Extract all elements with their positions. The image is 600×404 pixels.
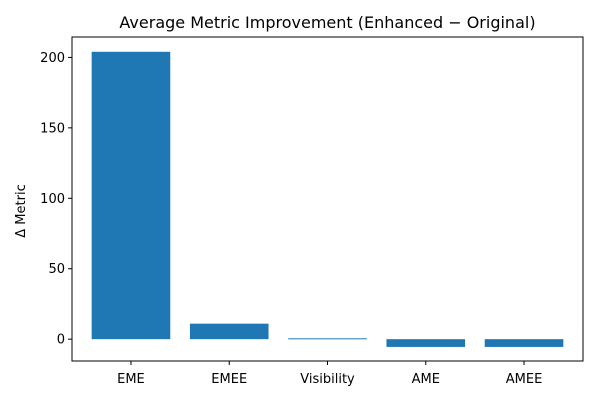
x-tick-label-eme: EME bbox=[117, 372, 145, 387]
bar-amee bbox=[484, 339, 564, 347]
x-tick-label-amee: AMEE bbox=[506, 372, 543, 387]
bar-emee bbox=[189, 323, 269, 340]
bar-eme bbox=[91, 51, 171, 340]
x-axis-ticks: EME EMEE Visibility AME AMEE bbox=[117, 361, 542, 387]
bars-group bbox=[91, 51, 564, 347]
y-tick-label: 0 bbox=[57, 333, 65, 348]
y-tick-label: 50 bbox=[48, 262, 65, 277]
y-tick-label: 150 bbox=[40, 121, 65, 136]
x-tick-label-ame: AME bbox=[412, 372, 440, 387]
y-tick-label: 100 bbox=[40, 192, 65, 207]
chart-title: Average Metric Improvement (Enhanced − O… bbox=[119, 13, 535, 32]
bar-visibility bbox=[288, 338, 367, 340]
y-tick-label: 200 bbox=[40, 51, 65, 66]
plot-frame bbox=[71, 36, 584, 362]
x-tick-label-visibility: Visibility bbox=[300, 372, 355, 387]
y-axis-label: Δ Metric bbox=[14, 184, 29, 237]
x-tick-label-emee: EMEE bbox=[211, 372, 247, 387]
y-axis-ticks: 0 50 100 150 200 bbox=[40, 51, 72, 348]
bar-ame bbox=[386, 339, 466, 347]
